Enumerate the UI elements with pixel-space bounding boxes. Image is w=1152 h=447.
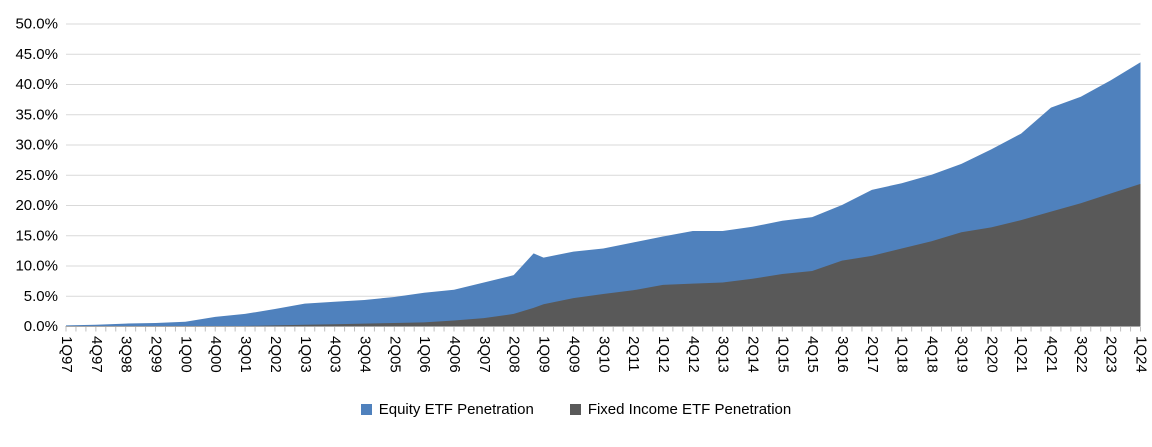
y-axis-tick-label: 20.0% — [15, 197, 58, 214]
gridlines — [66, 23, 1141, 297]
legend-item-fixed-income: Fixed Income ETF Penetration — [569, 401, 792, 418]
x-axis-tick-label: 1Q21 — [1013, 336, 1030, 373]
y-axis-tick-label: 40.0% — [15, 76, 58, 93]
x-axis-tick-label: 3Q10 — [595, 336, 612, 373]
x-axis-tick-label: 3Q07 — [476, 336, 493, 373]
x-axis-tick-label: 1Q15 — [774, 336, 791, 373]
x-axis-tick-label: 4Q03 — [327, 336, 344, 373]
y-axis-tick-label: 35.0% — [15, 106, 58, 123]
x-axis-tick-label: 4Q21 — [1043, 336, 1060, 373]
x-axis-tick-label: 1Q06 — [416, 336, 433, 373]
x-axis-labels: 1Q97 4Q97 3Q98 2Q99 1Q00 4Q00 3Q01 2Q02 1Q03 4Q03… — [58, 336, 1150, 373]
legend-label-fixed-income: Fixed Income ETF Penetration — [587, 401, 792, 418]
y-axis-tick-label: 30.0% — [15, 137, 58, 154]
y-axis-tick-label: 5.0% — [24, 288, 58, 305]
x-axis-tick-label: 2Q99 — [148, 336, 165, 373]
x-axis-tick-label: 1Q97 — [58, 336, 75, 373]
x-axis-tick-label: 1Q03 — [297, 336, 314, 373]
x-axis-tick-label: 1Q18 — [894, 336, 911, 373]
x-axis-tick-label: 2Q23 — [1103, 336, 1120, 373]
fixed-income-swatch-icon — [569, 404, 581, 415]
x-axis-tick-label: 2Q02 — [267, 336, 284, 373]
x-axis-tick-label: 4Q00 — [207, 336, 224, 373]
x-axis-tick-label: 2Q11 — [625, 336, 642, 372]
x-axis-tick-label: 2Q17 — [864, 336, 881, 373]
x-axis-tick-label: 3Q16 — [834, 336, 851, 373]
etf-penetration-area-chart: 0.0% 5.0% 10.0% 15.0% 20.0% 25.0% 30.0% 35.0% 40… — [15, 16, 1150, 373]
x-axis-tick-label: 4Q97 — [88, 336, 105, 373]
legend-label-equity: Equity ETF Penetration — [378, 401, 534, 418]
legend-item-equity: Equity ETF Penetration — [360, 401, 534, 418]
x-axis-tick-label: 3Q19 — [953, 336, 970, 373]
chart-legend: Equity ETF Penetration Fixed Income ETF … — [0, 401, 1152, 418]
x-axis-tick-label: 4Q06 — [446, 336, 463, 373]
y-axis-tick-label: 10.0% — [15, 258, 58, 275]
x-axis-tick-label: 3Q04 — [356, 336, 373, 373]
x-axis-tick-label: 3Q98 — [118, 336, 135, 373]
x-axis-tick-label: 4Q09 — [565, 336, 582, 373]
fixed-income-area-series — [66, 183, 1141, 326]
x-axis-tick-label: 1Q09 — [536, 336, 553, 373]
x-axis-tick-label: 1Q24 — [1133, 336, 1150, 373]
x-axis-tick-label: 1Q00 — [177, 336, 194, 373]
x-axis-tick-label: 4Q12 — [685, 336, 702, 373]
x-axis-tick-label: 2Q08 — [506, 336, 523, 373]
equity-swatch-icon — [360, 404, 372, 415]
x-axis-tick-label: 4Q18 — [924, 336, 941, 373]
y-axis-tick-label: 50.0% — [15, 16, 58, 33]
y-axis-labels: 0.0% 5.0% 10.0% 15.0% 20.0% 25.0% 30.0% 35.0% 40… — [15, 16, 58, 336]
y-axis-tick-label: 15.0% — [15, 227, 58, 244]
x-axis-tick-label: 3Q22 — [1073, 336, 1090, 373]
x-axis-tick-label: 3Q13 — [715, 336, 732, 373]
y-axis-tick-label: 45.0% — [15, 46, 58, 63]
x-axis-tick-label: 4Q15 — [804, 336, 821, 373]
x-axis-ticks — [65, 327, 1141, 332]
y-axis-tick-label: 25.0% — [15, 167, 58, 184]
x-axis-tick-label: 1Q12 — [655, 336, 672, 373]
x-axis-tick-label: 2Q05 — [386, 336, 403, 373]
x-axis-tick-label: 2Q14 — [744, 336, 761, 373]
x-axis-tick-label: 2Q20 — [983, 336, 1000, 373]
y-axis-tick-label: 0.0% — [24, 318, 58, 335]
x-axis-tick-label: 3Q01 — [237, 336, 254, 373]
